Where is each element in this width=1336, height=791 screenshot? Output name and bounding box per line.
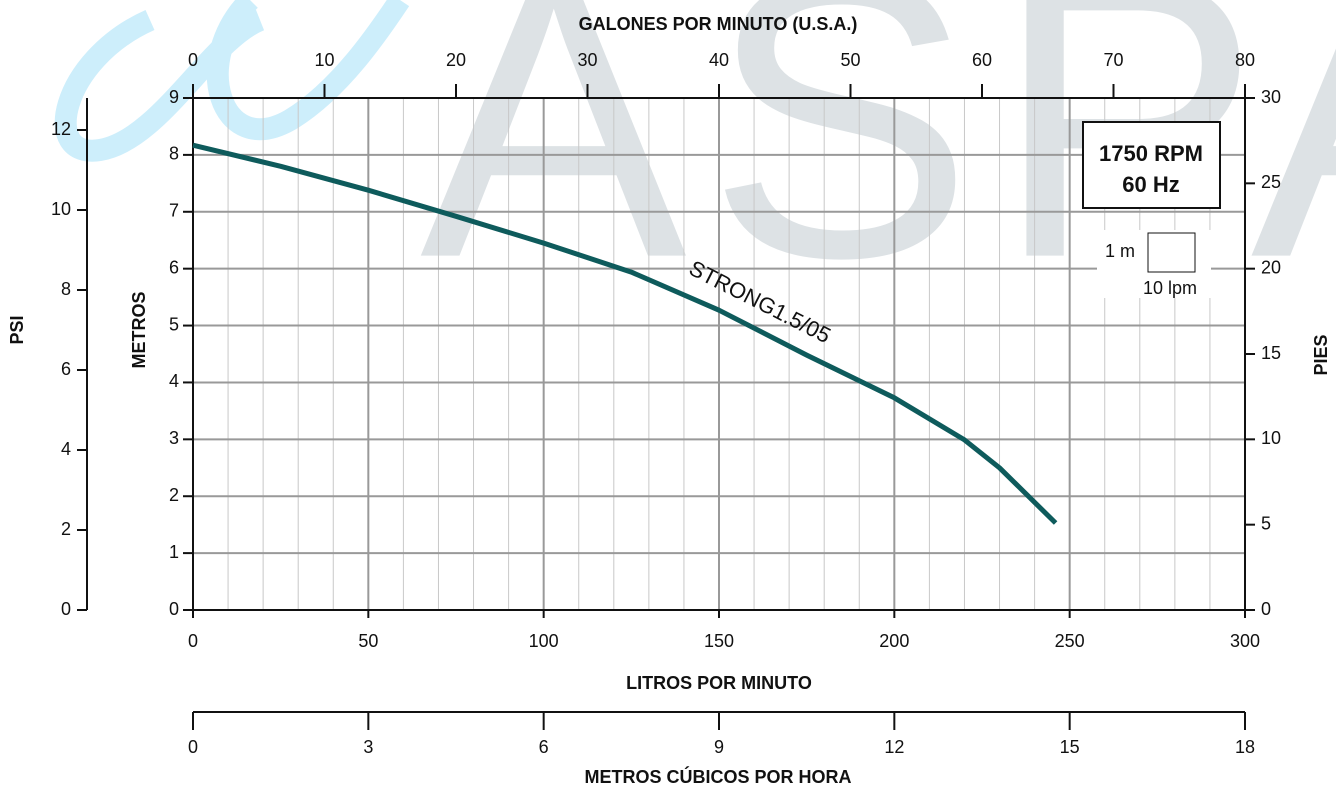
bottom-x-tick-label: 18 [1235,737,1255,757]
y3-axis-title: PSI [7,315,27,344]
scale-square [1147,232,1196,273]
y-tick-label: 6 [169,257,179,277]
x-tick-label: 0 [188,631,198,651]
x-tick-label: 150 [704,631,734,651]
bottom-x-tick-label: 9 [714,737,724,757]
y3-tick-label: 2 [61,519,71,539]
y2-tick-label: 25 [1261,172,1281,192]
y-tick-label: 7 [169,201,179,221]
y-tick-label: 1 [169,542,179,562]
y-tick-label: 4 [169,371,179,391]
y3-tick-label: 0 [61,599,71,619]
y2-tick-label: 10 [1261,428,1281,448]
top-x-tick-label: 50 [840,50,860,70]
y-axis-title: METROS [129,291,149,368]
top-x-tick-label: 0 [188,50,198,70]
scale-width: 10 lpm [1143,278,1197,298]
y2-tick-label: 20 [1261,257,1281,277]
y2-axis-title: PIES [1311,334,1331,375]
frequency-label: 60 Hz [1122,172,1179,197]
y-tick-label: 8 [169,144,179,164]
y-tick-label: 0 [169,599,179,619]
y3-tick-label: 10 [51,199,71,219]
top-x-tick-label: 10 [314,50,334,70]
top-x-tick-label: 20 [446,50,466,70]
pump-curve [192,142,1058,525]
top-x-axis-title: GALONES POR MINUTO (U.S.A.) [579,14,858,34]
y2-tick-label: 5 [1261,513,1271,533]
x-tick-label: 50 [358,631,378,651]
bottom-x-tick-label: 3 [363,737,373,757]
bottom-x-axis-title: METROS CÚBICOS POR HORA [584,766,851,787]
logo-swirl [54,0,410,162]
y-tick-label: 2 [169,485,179,505]
y3-tick-label: 8 [61,279,71,299]
top-x-tick-label: 40 [709,50,729,70]
y2-tick-label: 30 [1261,87,1281,107]
top-x-tick-label: 70 [1103,50,1123,70]
scale-height: 1 m [1105,241,1135,261]
top-x-tick-label: 60 [972,50,992,70]
bottom-x-tick-label: 6 [539,737,549,757]
y2-tick-label: 15 [1261,343,1281,363]
x-axis-title: LITROS POR MINUTO [626,673,812,693]
x-tick-label: 250 [1055,631,1085,651]
bottom-x-tick-label: 12 [884,737,904,757]
y-tick-label: 9 [169,87,179,107]
speed-label: 1750 RPM [1099,141,1203,166]
bottom-x-tick-label: 0 [188,737,198,757]
y3-tick-label: 12 [51,119,71,139]
top-x-tick-label: 30 [577,50,597,70]
x-tick-label: 100 [529,631,559,651]
bottom-x-tick-label: 15 [1060,737,1080,757]
y-tick-label: 3 [169,428,179,448]
top-x-tick-label: 80 [1235,50,1255,70]
x-tick-label: 200 [879,631,909,651]
y2-tick-label: 0 [1261,599,1271,619]
speed-box [1082,121,1221,209]
x-tick-label: 300 [1230,631,1260,651]
y3-tick-label: 4 [61,439,71,459]
y-tick-label: 5 [169,314,179,334]
y3-tick-label: 6 [61,359,71,379]
